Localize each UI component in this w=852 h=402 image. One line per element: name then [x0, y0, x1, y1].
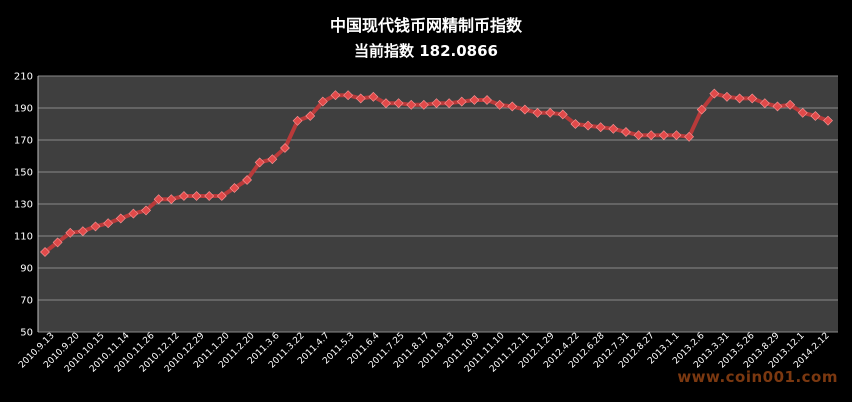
data-point [709, 88, 720, 99]
data-point [482, 95, 492, 105]
data-point [532, 107, 543, 118]
data-point [166, 194, 177, 205]
data-point [519, 104, 530, 115]
data-point [292, 115, 303, 126]
data-point [52, 237, 63, 248]
data-point [418, 99, 429, 110]
data-point [77, 226, 88, 237]
data-point [317, 96, 328, 107]
data-point [545, 107, 556, 118]
data-point [570, 119, 581, 129]
y-tick-label: 70 [20, 296, 33, 307]
data-point [785, 99, 796, 110]
data-point [65, 227, 76, 238]
data-point [507, 101, 518, 112]
data-point [343, 90, 354, 101]
data-point [696, 104, 707, 115]
y-tick-label: 170 [14, 136, 33, 147]
data-point [583, 120, 593, 131]
data-point [381, 98, 391, 109]
data-point [684, 131, 695, 142]
data-point [178, 191, 189, 201]
data-point [216, 191, 227, 201]
data-point [280, 143, 290, 153]
chart-title: 中国现代钱币网精制币指数 [329, 16, 522, 35]
data-point [810, 111, 821, 121]
data-point [797, 107, 808, 118]
data-point [393, 98, 404, 109]
data-point [254, 157, 265, 168]
data-point [671, 130, 682, 141]
data-point [191, 191, 202, 201]
data-point [242, 175, 252, 185]
y-tick-label: 130 [14, 200, 33, 211]
y-tick-label: 150 [14, 168, 33, 179]
watermark: www.coin001.com [677, 368, 838, 386]
data-point [469, 95, 480, 105]
data-point [722, 91, 732, 102]
data-point [595, 122, 606, 133]
data-point [444, 98, 455, 109]
data-point [368, 91, 379, 102]
data-point [115, 213, 126, 224]
y-tick-label: 190 [14, 104, 33, 115]
data-point [305, 111, 316, 121]
data-point [772, 101, 783, 112]
gridlines [37, 75, 838, 333]
data-point [204, 191, 215, 201]
data-point [103, 218, 114, 229]
data-point [229, 183, 240, 193]
data-point [141, 205, 151, 216]
data-point [40, 247, 50, 257]
y-axis-ticks: 50 70 90 110 130 150 170 190 210 [14, 72, 33, 339]
data-point [128, 208, 139, 219]
y-tick-label: 90 [20, 264, 33, 275]
data-point [621, 127, 631, 137]
data-point [330, 90, 341, 101]
data-point [267, 154, 278, 165]
y-tick-label: 50 [20, 328, 33, 339]
data-point [747, 93, 758, 104]
data-point [608, 123, 619, 134]
series-index [40, 88, 833, 257]
data-point [646, 130, 657, 141]
data-point [355, 93, 366, 104]
data-point [431, 98, 442, 109]
data-point [90, 221, 101, 232]
data-point [734, 93, 745, 104]
current-index-subtitle: 当前指数 182.0866 [354, 42, 498, 60]
data-point [557, 109, 568, 120]
data-point [153, 194, 164, 205]
data-point [456, 96, 467, 107]
y-tick-label: 110 [14, 232, 33, 243]
data-point [494, 99, 505, 110]
data-point [406, 99, 417, 110]
data-point [759, 98, 770, 109]
y-tick-label: 210 [14, 72, 33, 83]
data-point [823, 115, 833, 126]
data-point [658, 130, 669, 141]
data-point [633, 130, 644, 141]
